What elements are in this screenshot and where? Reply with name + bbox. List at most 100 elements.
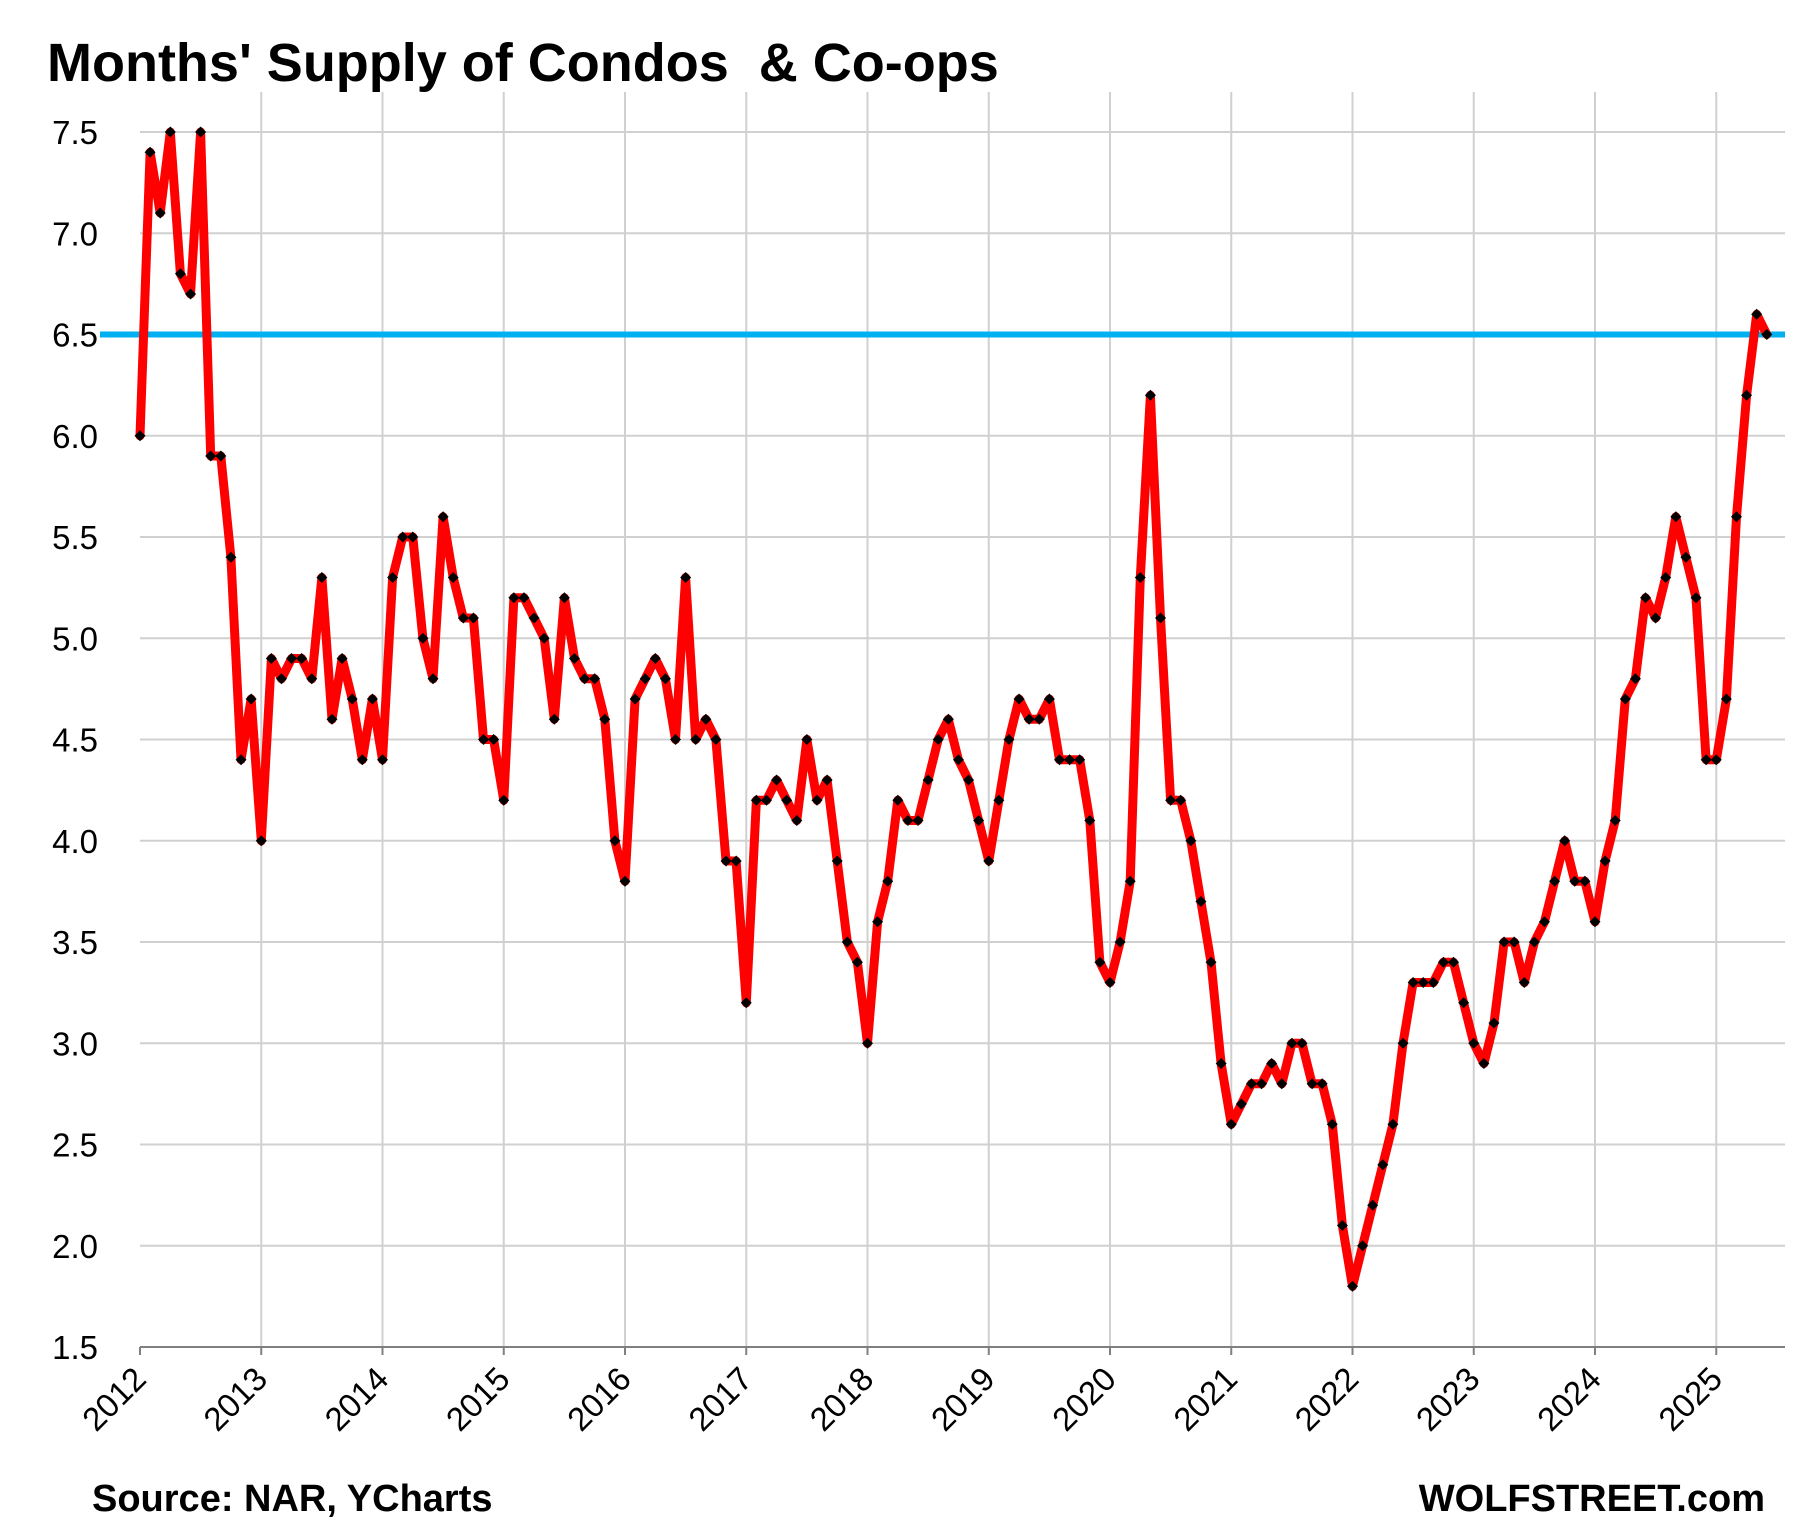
data-point: [1508, 936, 1520, 948]
data-point: [134, 430, 146, 442]
y-tick-label: 4.0: [52, 823, 98, 860]
y-tick-label: 2.5: [52, 1127, 98, 1164]
data-point: [1690, 592, 1702, 604]
data-point: [1478, 1058, 1490, 1069]
y-tick-label: 5.0: [52, 620, 98, 657]
data-point: [1579, 875, 1591, 887]
data-point: [195, 126, 207, 138]
data-point: [1650, 612, 1662, 624]
data-point: [488, 734, 500, 745]
data-point: [1619, 693, 1631, 705]
brand-note: WOLFSTREET.com: [1418, 1478, 1765, 1520]
data-point: [1336, 1220, 1348, 1231]
data-point: [1205, 956, 1217, 968]
data-point: [1730, 511, 1742, 523]
data-point: [700, 713, 712, 725]
data-point: [366, 693, 378, 705]
data-point: [498, 794, 510, 806]
series-group: [135, 127, 1772, 1291]
x-tick-label: 2017: [681, 1360, 759, 1438]
data-point: [185, 288, 197, 300]
data-point: [1144, 389, 1156, 401]
x-tick-label: 2022: [1287, 1360, 1365, 1438]
data-point: [275, 673, 287, 685]
data-point: [609, 835, 621, 847]
data-point: [538, 632, 550, 644]
x-tick-label: 2014: [317, 1360, 395, 1438]
y-tick-label: 6.5: [52, 317, 98, 354]
data-point: [993, 794, 1005, 806]
data-point: [1084, 815, 1096, 826]
data-point: [467, 612, 479, 624]
data-point: [1377, 1159, 1389, 1171]
data-point: [346, 693, 358, 705]
data-point: [670, 734, 682, 745]
data-point: [983, 855, 995, 867]
data-point: [1488, 1017, 1500, 1029]
data-point: [973, 815, 985, 826]
data-point: [326, 713, 338, 725]
data-point: [579, 673, 591, 685]
data-point: [811, 794, 823, 806]
data-point: [619, 875, 631, 887]
data-point: [1235, 1098, 1247, 1110]
data-point: [952, 754, 964, 766]
data-point: [397, 531, 409, 543]
data-point: [447, 572, 459, 583]
data-point: [164, 126, 176, 138]
data-point: [710, 734, 722, 745]
data-point: [1013, 693, 1025, 705]
data-point: [1569, 875, 1581, 887]
data-point: [1195, 896, 1207, 907]
y-tick-label: 2.0: [52, 1228, 98, 1265]
data-point: [902, 815, 914, 826]
data-point: [1437, 956, 1449, 968]
data-point: [1528, 936, 1540, 948]
axes: [139, 1346, 1785, 1355]
data-point: [629, 693, 641, 705]
data-point: [1165, 794, 1177, 806]
data-point: [680, 572, 692, 583]
data-point: [316, 572, 328, 583]
data-point: [649, 653, 661, 664]
data-point: [235, 754, 247, 766]
data-point: [1680, 551, 1692, 563]
x-tick-label: 2020: [1045, 1360, 1123, 1438]
data-point: [1286, 1037, 1298, 1049]
data-point: [1215, 1058, 1227, 1069]
data-point: [872, 916, 884, 928]
data-point: [599, 713, 611, 725]
data-point: [1458, 997, 1470, 1009]
data-point: [1124, 875, 1136, 887]
x-tick-label: 2015: [439, 1360, 517, 1438]
data-point: [912, 815, 924, 826]
data-point: [801, 734, 813, 745]
data-point: [225, 551, 237, 563]
data-point: [1074, 754, 1086, 766]
data-point: [427, 673, 439, 685]
data-point: [720, 855, 732, 867]
x-tick-label: 2023: [1409, 1360, 1487, 1438]
y-tick-label: 3.0: [52, 1025, 98, 1062]
data-point: [1741, 389, 1753, 401]
chart-title: Months' Supply of Condos & Co-ops: [47, 33, 999, 93]
data-point: [1266, 1058, 1278, 1069]
data-point: [1367, 1199, 1379, 1211]
data-point: [1720, 693, 1732, 705]
data-point: [1357, 1240, 1369, 1252]
data-point: [862, 1037, 873, 1049]
data-point: [1589, 916, 1601, 928]
data-point: [1407, 977, 1419, 988]
data-point: [1033, 713, 1045, 725]
data-point: [821, 774, 833, 786]
data-point: [659, 673, 671, 685]
data-point: [1710, 754, 1722, 766]
data-point: [205, 450, 217, 462]
data-point: [1326, 1118, 1338, 1130]
data-point: [1155, 612, 1167, 624]
data-point: [730, 855, 742, 867]
data-point: [457, 612, 469, 624]
data-point: [558, 592, 570, 604]
data-point: [1640, 592, 1652, 604]
